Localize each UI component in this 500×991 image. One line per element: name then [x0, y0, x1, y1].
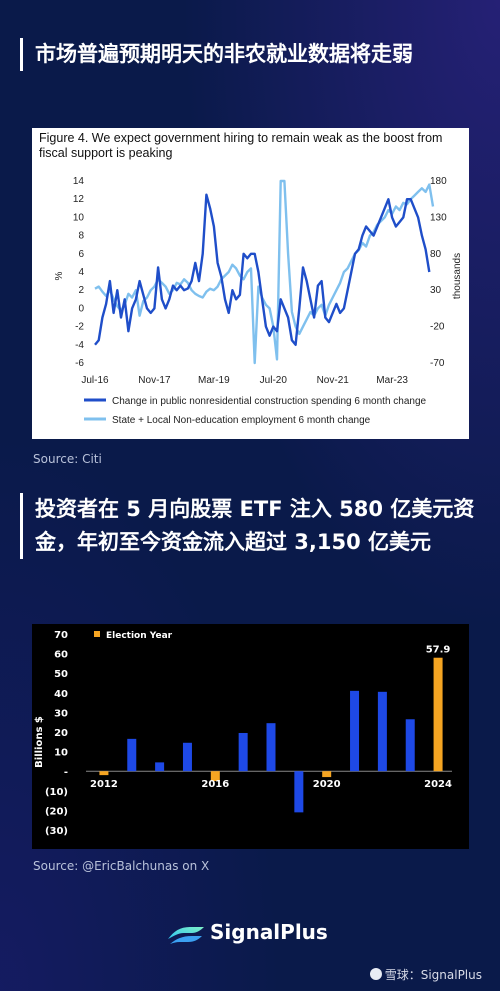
legend-swatch-election	[94, 631, 100, 637]
right-tick-label: 30	[430, 285, 442, 296]
left-tick-label: 8	[78, 231, 84, 242]
headline-etf-flows: 投资者在 5 月向股票 ETF 注入 580 亿美元资金，年初至今资金流入超过 …	[20, 493, 495, 559]
line-chart-svg: 14 12 10 8 6 4 2 0 -2 -4 -6 180 130 80 30 -20 -70% thousa…	[54, 176, 463, 426]
bar-2022	[377, 691, 387, 772]
chart-etf-flows: 70 60 50 40 30 20 10 - (10) (20) (30) Billions $ 201…	[32, 624, 469, 849]
x-tick-label: 2024	[424, 779, 452, 790]
y-axis-label-left: %	[54, 271, 65, 280]
right-tick-label: -20	[430, 322, 445, 333]
x-tick-label: 2020	[313, 779, 341, 790]
left-tick-label: -2	[75, 322, 84, 333]
chart-caption: Figure 4. We expect government hiring to…	[39, 131, 443, 160]
source-citi: Source: Citi	[33, 452, 102, 466]
y-tick-label: 30	[54, 708, 68, 719]
y-tick-label: -	[64, 767, 68, 778]
signalplus-logo-icon	[168, 927, 204, 944]
headline-payrolls: 市场普遍预期明天的非农就业数据将走弱	[20, 38, 495, 71]
right-tick-label: 130	[430, 212, 447, 223]
left-tick-label: 10	[73, 212, 85, 223]
brand-name: SignalPlus	[210, 920, 328, 944]
x-tick-label: 2012	[90, 779, 118, 790]
x-tick-label: Nov-17	[138, 375, 171, 386]
bar-2016	[210, 771, 220, 781]
bar-2012	[99, 771, 109, 776]
x-tick-label: 2016	[201, 779, 229, 790]
y-tick-label: 60	[54, 650, 68, 661]
bar-2021	[350, 690, 360, 772]
watermark-text: 雪球：SignalPlus	[384, 968, 482, 982]
y-axis-label: Billions $	[34, 716, 45, 768]
right-tick-label: 180	[430, 176, 447, 187]
bar-2019	[294, 771, 304, 813]
left-tick-label: 4	[78, 267, 84, 278]
bar-2017	[238, 732, 248, 772]
y-tick-label: 20	[54, 728, 68, 739]
bar-chart-svg: 70 60 50 40 30 20 10 - (10) (20) (30) Billions $ 201…	[34, 630, 452, 837]
x-tick-label: Jul-20	[260, 375, 288, 386]
y-tick-label: 40	[54, 689, 68, 700]
series-line-employment	[94, 179, 435, 365]
y-tick-label: (10)	[45, 787, 68, 798]
y-tick-label: (20)	[45, 806, 68, 817]
bar-2018	[266, 723, 276, 772]
x-tick-label: Mar-23	[376, 375, 408, 386]
y-tick-label: (30)	[45, 826, 68, 837]
x-tick-label: Jul-16	[81, 375, 109, 386]
left-tick-label: 0	[78, 303, 84, 314]
bar-2015	[182, 742, 192, 772]
data-label-2024: 57.9	[426, 645, 451, 656]
legend-label-election: Election Year	[106, 631, 173, 641]
left-tick-label: 6	[78, 249, 84, 260]
left-tick-label: 12	[73, 194, 85, 205]
y-tick-label: 70	[54, 630, 68, 641]
watermark: 雪球：SignalPlus	[369, 966, 482, 983]
right-tick-label: 80	[430, 249, 442, 260]
bar-2020	[322, 771, 332, 778]
chart-government-hiring: Figure 4. We expect government hiring to…	[32, 128, 469, 439]
signalplus-logo: SignalPlus	[166, 917, 346, 947]
xueqiu-icon	[369, 968, 382, 980]
y-tick-label: 10	[54, 748, 68, 759]
bar-2014	[155, 762, 165, 772]
legend-label: State + Local Non-education employment 6…	[112, 415, 371, 426]
left-tick-label: 14	[73, 176, 85, 187]
legend-label: Change in public nonresidential construc…	[112, 396, 427, 407]
series-line-construction	[94, 193, 431, 347]
bar-2013	[127, 738, 137, 772]
left-tick-label: -6	[75, 358, 84, 369]
right-tick-label: -70	[430, 358, 445, 369]
source-balchunas: Source: @EricBalchunas on X	[33, 859, 210, 873]
bar-2024	[433, 657, 443, 772]
y-tick-label: 50	[54, 669, 68, 680]
bar-2023	[405, 719, 415, 772]
y-axis-label-right: thousands	[452, 253, 463, 299]
x-tick-label: Nov-21	[317, 375, 350, 386]
left-tick-label: 2	[78, 285, 84, 296]
left-tick-label: -4	[75, 340, 84, 351]
x-tick-label: Mar-19	[198, 375, 230, 386]
